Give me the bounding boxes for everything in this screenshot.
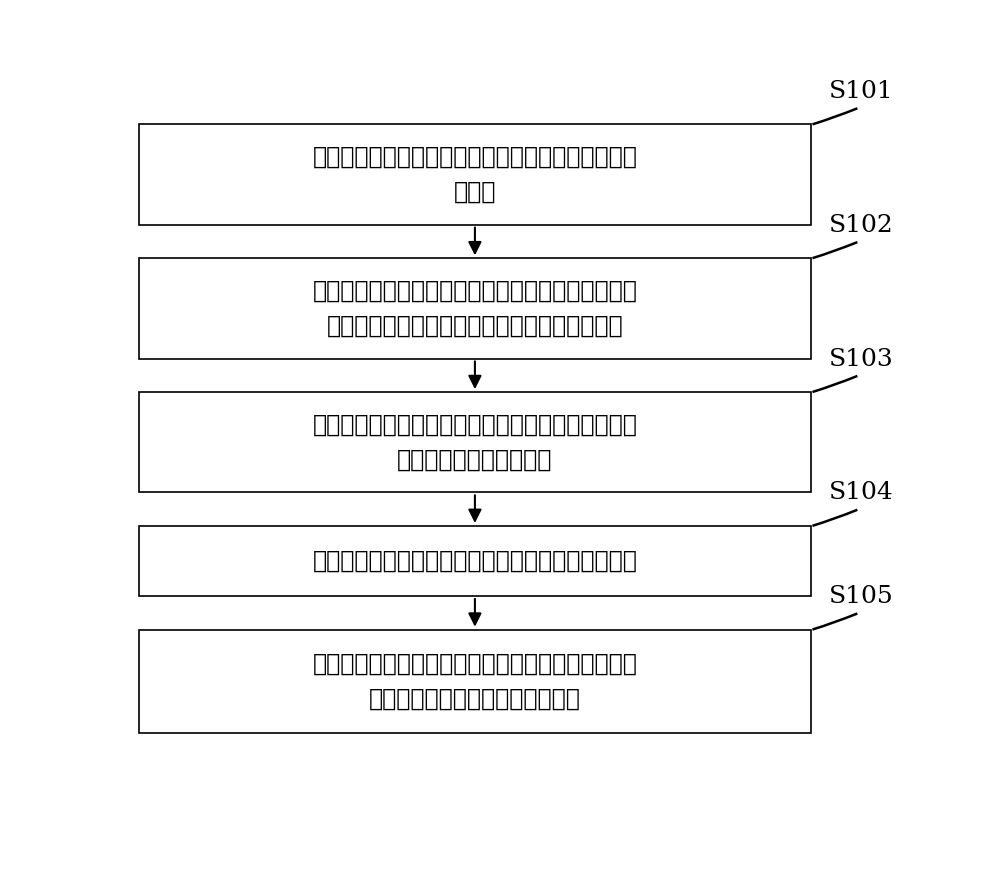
Text: S101: S101 <box>829 80 894 103</box>
Text: S102: S102 <box>829 214 894 236</box>
Text: S103: S103 <box>829 348 894 370</box>
Text: 控制测针分别运动到二次装夹前后测量模块上的多个
测量点，记录测针与测量模块的多个碰撞点坐标: 控制测针分别运动到二次装夹前后测量模块上的多个 测量点，记录测针与测量模块的多个… <box>312 279 637 338</box>
FancyBboxPatch shape <box>139 258 811 359</box>
Text: 利用二次装夹前后测量模块的中心坐标计算找正矩阵: 利用二次装夹前后测量模块的中心坐标计算找正矩阵 <box>312 549 637 573</box>
Text: S105: S105 <box>829 585 894 608</box>
Text: S104: S104 <box>829 481 894 504</box>
FancyBboxPatch shape <box>139 629 811 733</box>
FancyBboxPatch shape <box>139 526 811 596</box>
FancyBboxPatch shape <box>139 392 811 493</box>
FancyBboxPatch shape <box>139 124 811 225</box>
Text: 基于找正矩阵修改初始加工代码，以使机床按照找正
后的加工代码对工件实现精确加工: 基于找正矩阵修改初始加工代码，以使机床按照找正 后的加工代码对工件实现精确加工 <box>312 652 637 711</box>
Text: 利用二次装夹前后多个碰撞点坐标分别计算二次装夹
前后测量模块的中心坐标: 利用二次装夹前后多个碰撞点坐标分别计算二次装夹 前后测量模块的中心坐标 <box>312 413 637 472</box>
Text: 在机床主轴上安装触发式测针，以及在工件上安装测
量模块: 在机床主轴上安装触发式测针，以及在工件上安装测 量模块 <box>312 145 637 204</box>
